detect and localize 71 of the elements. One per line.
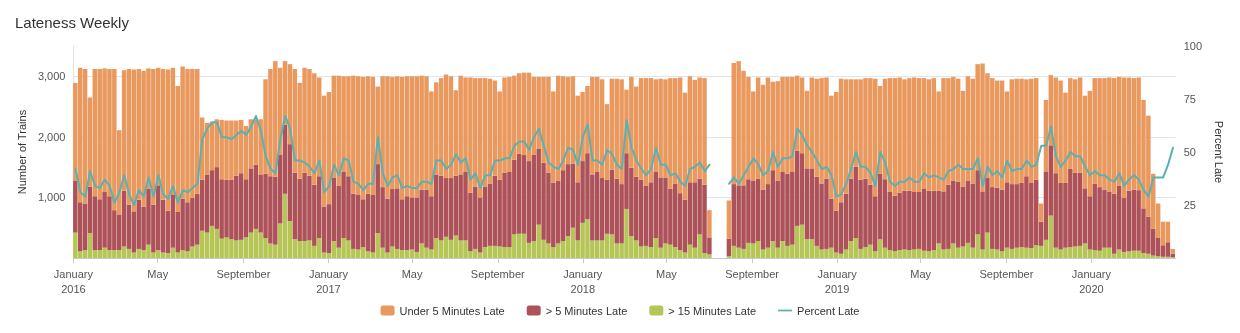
y2-tick-label: 75 [1183,93,1196,105]
bar [960,246,966,258]
bar [238,173,244,240]
bar [1004,182,1010,248]
bar [999,251,1005,258]
x-tick-label: September [979,267,1034,280]
y-tick-label: 2,000 [37,130,66,143]
legend-label: > 5 Minutes Late [545,304,628,317]
bar [594,240,600,258]
x-tick-label: May [656,267,678,280]
x-tick-label: September [216,267,271,280]
x-tick-label: January 2020 [1071,267,1112,295]
bar [121,246,127,258]
bar [438,240,444,258]
x-tick-label: January 2018 [563,267,603,295]
x-tick-label: September [725,267,780,280]
chart-title: Lateness Weekly [15,14,130,31]
bar [248,168,254,233]
y-tick-label: 1,000 [37,191,66,204]
bar [633,240,639,258]
legend-label: Under 5 Minutes Late [399,304,505,317]
legend-label: > 15 Minutes Late [668,304,757,317]
bar [116,250,122,258]
bar [555,243,561,258]
x-tick-label: May [147,267,169,280]
bar [87,233,93,258]
bar [887,250,893,258]
bar [1165,242,1171,257]
y2-tick-label: 100 [1183,40,1203,52]
bar [1033,245,1039,258]
bar [1170,248,1175,254]
bar [921,188,927,251]
bar [1082,243,1088,258]
bar [73,232,78,258]
y2-tick-label: 25 [1183,199,1196,211]
bar [926,251,932,258]
bar [1072,246,1078,258]
bar [360,247,366,258]
legend-label: Percent Late [797,304,860,317]
x-tick-label: May [401,267,423,280]
bar [448,178,454,240]
bar [404,250,410,258]
bar [443,178,449,237]
y-tick-label: 3,000 [37,70,66,83]
bar [316,238,322,258]
bar [404,196,410,251]
x-tick-label: September [470,267,526,280]
x-tick-label: January 2016 [53,267,94,295]
x-tick-label: May [910,267,932,280]
bar [409,197,415,250]
bar [243,237,249,258]
y2-tick-label: 50 [1183,146,1196,158]
bar [1126,251,1132,258]
bar [726,200,732,239]
bar [355,194,361,250]
x-tick-label: January 2019 [817,267,858,295]
y-axis-title: Number of Trains [15,109,28,195]
bar [877,239,883,258]
x-tick-label: January 2017 [308,267,349,295]
bar [677,250,683,258]
bar [809,239,815,258]
bar [1038,203,1044,222]
bar [994,187,1000,250]
bar [707,210,712,238]
bar [365,251,371,258]
bar [1116,185,1122,250]
y2-axis-title: Percent Late [1212,120,1225,184]
bar [609,234,615,258]
bar [399,250,405,258]
bar [1009,184,1015,249]
bar [482,247,488,258]
